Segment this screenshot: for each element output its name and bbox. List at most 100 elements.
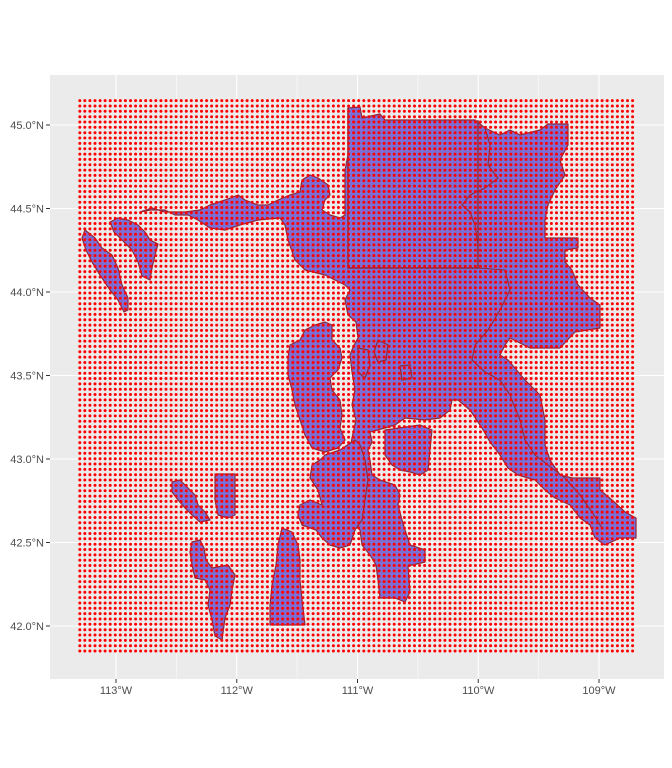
sample-point bbox=[291, 558, 295, 562]
sample-point bbox=[626, 532, 629, 535]
sample-point bbox=[468, 489, 472, 493]
sample-point bbox=[159, 451, 163, 455]
sample-point bbox=[626, 489, 629, 493]
sample-point bbox=[610, 489, 614, 493]
sample-point bbox=[580, 451, 584, 455]
sample-point bbox=[215, 494, 219, 498]
sample-point bbox=[245, 553, 249, 557]
sample-point bbox=[489, 457, 493, 461]
sample-point bbox=[555, 516, 558, 519]
sample-point bbox=[326, 505, 330, 509]
sample-point bbox=[575, 483, 579, 487]
sample-point bbox=[205, 558, 209, 562]
sample-point bbox=[169, 419, 173, 423]
sample-point bbox=[129, 558, 132, 562]
internal-boundary bbox=[461, 127, 499, 268]
sample-point bbox=[473, 521, 477, 525]
sample-point bbox=[418, 489, 422, 493]
sample-point bbox=[250, 644, 254, 648]
sample-point bbox=[382, 435, 386, 439]
sample-point bbox=[489, 473, 493, 477]
sample-point bbox=[631, 569, 635, 573]
sample-point bbox=[215, 628, 219, 632]
sample-point bbox=[382, 622, 386, 626]
sample-point bbox=[139, 409, 143, 413]
sample-point bbox=[489, 537, 493, 541]
sample-point bbox=[473, 617, 477, 621]
sample-point bbox=[519, 483, 523, 487]
sample-point bbox=[316, 446, 320, 450]
sample-point bbox=[484, 612, 487, 616]
sample-point bbox=[499, 580, 503, 584]
sample-point bbox=[387, 446, 391, 450]
sample-point bbox=[499, 526, 503, 530]
sample-point bbox=[494, 542, 498, 546]
sample-point bbox=[276, 446, 280, 450]
sample-point bbox=[83, 494, 87, 498]
sample-point bbox=[433, 548, 437, 551]
sample-point bbox=[615, 628, 619, 632]
sample-point bbox=[103, 451, 107, 455]
sample-point bbox=[215, 510, 219, 514]
sample-point bbox=[367, 467, 371, 471]
sample-point bbox=[225, 542, 229, 546]
sample-point bbox=[367, 553, 371, 557]
sample-point bbox=[362, 537, 366, 541]
sample-point bbox=[296, 601, 300, 605]
sample-point bbox=[179, 526, 183, 530]
sample-point bbox=[164, 505, 168, 509]
sample-point bbox=[453, 435, 457, 439]
sample-point bbox=[448, 553, 452, 557]
sample-point bbox=[321, 553, 325, 557]
sample-point bbox=[372, 489, 376, 493]
sample-point bbox=[83, 467, 87, 471]
sample-point bbox=[189, 542, 193, 546]
sample-point bbox=[296, 580, 300, 584]
sample-point bbox=[316, 499, 320, 503]
sample-point bbox=[164, 510, 168, 514]
sample-point bbox=[331, 516, 335, 519]
sample-point bbox=[433, 462, 437, 466]
sample-point bbox=[352, 628, 356, 632]
sample-point bbox=[316, 510, 320, 514]
sample-point bbox=[544, 638, 548, 642]
sample-point bbox=[129, 457, 132, 461]
sample-point bbox=[336, 574, 340, 578]
sample-point bbox=[296, 419, 300, 423]
sample-point bbox=[321, 462, 325, 466]
sample-point bbox=[352, 483, 356, 487]
sample-point bbox=[626, 638, 629, 642]
sample-point bbox=[225, 521, 229, 525]
sample-point bbox=[620, 467, 624, 471]
sample-point bbox=[265, 499, 269, 503]
sample-point bbox=[473, 612, 477, 616]
sample-point bbox=[458, 425, 462, 429]
sample-point bbox=[565, 601, 569, 605]
sample-point bbox=[194, 419, 198, 423]
sample-point bbox=[347, 649, 351, 653]
sample-point bbox=[235, 419, 239, 423]
sample-point bbox=[296, 414, 300, 418]
sample-point bbox=[382, 430, 386, 434]
sample-point bbox=[316, 638, 320, 642]
sample-point bbox=[570, 558, 574, 562]
sample-point bbox=[205, 521, 209, 525]
sample-point bbox=[524, 430, 528, 434]
sample-point bbox=[129, 441, 132, 445]
sample-point bbox=[215, 537, 219, 541]
sample-point bbox=[544, 457, 548, 461]
sample-point bbox=[626, 617, 629, 621]
sample-point bbox=[347, 633, 351, 637]
sample-point bbox=[565, 644, 569, 648]
sample-point bbox=[189, 537, 193, 541]
sample-point bbox=[347, 505, 351, 509]
sample-point bbox=[413, 505, 416, 509]
sample-point bbox=[626, 612, 629, 616]
sample-point bbox=[215, 644, 219, 648]
sample-point bbox=[367, 419, 371, 423]
sample-point bbox=[484, 505, 487, 509]
sample-point bbox=[129, 510, 132, 514]
sample-point bbox=[144, 505, 148, 509]
sample-point bbox=[575, 430, 579, 434]
sample-point bbox=[301, 505, 305, 509]
